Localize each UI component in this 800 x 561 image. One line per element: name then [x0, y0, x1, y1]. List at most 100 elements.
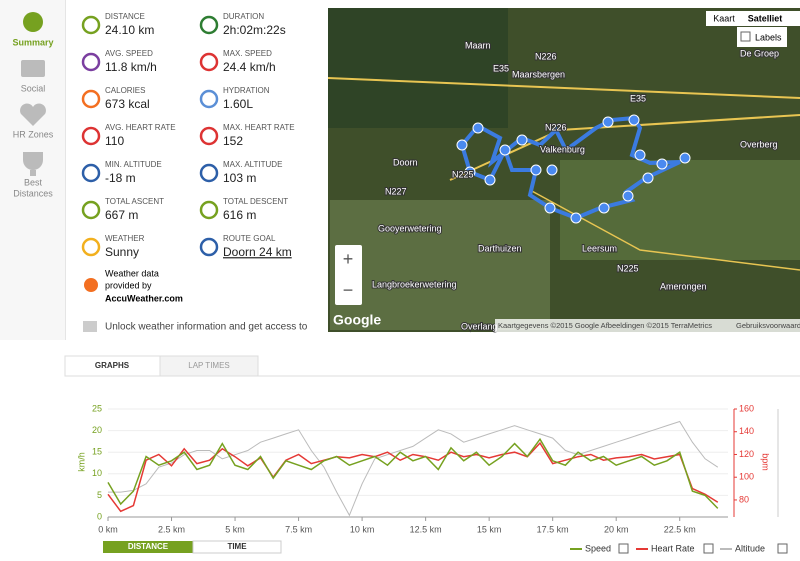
- stat-icon: [81, 89, 101, 109]
- road: [327, 77, 800, 99]
- place-label: Valkenburg: [540, 144, 585, 154]
- stat-value: 2h:02m:22s: [223, 23, 286, 37]
- stat-value[interactable]: Doorn 24 km: [223, 245, 292, 259]
- map-brand: Google: [333, 312, 381, 328]
- place-label: N225: [617, 263, 639, 273]
- y-tick-label: 5: [97, 490, 102, 500]
- map-button[interactable]: [742, 11, 800, 26]
- nav-hr-zones[interactable]: HR Zones: [13, 103, 54, 140]
- nav-best-distances[interactable]: Best Distances: [13, 152, 53, 198]
- stat-label: MIN. ALTITUDE: [105, 160, 162, 169]
- stat-value: 1.60L: [223, 97, 253, 111]
- y2-tick-label: 120: [739, 449, 754, 459]
- y2-tick-label: 80: [739, 494, 749, 504]
- x-tick-label: 22.5 km: [664, 524, 696, 534]
- sidebar-border: [65, 0, 66, 340]
- place-label: N225: [452, 169, 474, 179]
- y2-tick-label: 140: [739, 426, 754, 436]
- checkbox[interactable]: [740, 31, 751, 42]
- zoom-in[interactable]: +: [343, 249, 354, 269]
- legend-checkbox[interactable]: [618, 543, 629, 554]
- map-button-label: Kaart: [713, 13, 735, 23]
- weather-note: Weather data: [105, 268, 159, 278]
- nav-summary[interactable]: Summary: [12, 12, 54, 47]
- unlock-text[interactable]: Unlock weather information and get acces…: [105, 322, 308, 333]
- stat-label: CALORIES: [105, 86, 145, 95]
- weather-note: provided by: [105, 280, 152, 290]
- attribution-bar: [495, 319, 800, 332]
- stat-value: Sunny: [105, 245, 139, 259]
- stat-icon: [81, 15, 101, 35]
- legend-label: Altitude: [735, 543, 765, 553]
- stat-icon: [199, 15, 219, 35]
- terms[interactable]: Gebruiksvoorwaarden: [736, 321, 800, 330]
- place-label: Maarsbergen: [512, 69, 565, 79]
- toggle-active[interactable]: [103, 541, 193, 553]
- legend: Speed Heart Rate Altitude: [570, 543, 788, 554]
- stat-value: -18 m: [105, 171, 136, 185]
- nav-icon: [23, 12, 43, 32]
- map-button[interactable]: [706, 11, 742, 26]
- nav-label: Social: [21, 83, 46, 93]
- toggle-label: DISTANCE: [128, 542, 169, 551]
- series-line: [107, 441, 719, 513]
- place-label: Langbroekerwetering: [372, 279, 457, 289]
- place-label: Overberg: [740, 139, 778, 149]
- nav-icon: [23, 152, 43, 176]
- legend-checkbox[interactable]: [777, 543, 788, 554]
- stat-icon: [199, 163, 219, 183]
- x-tick-label: 5 km: [225, 524, 245, 534]
- chart: 0 5 10 15 20 25 80 100 120 140 160 0 km 2.5 km 5 km 7.…: [76, 403, 779, 534]
- place-label: Darthuizen: [478, 243, 522, 253]
- unlock-icon: [83, 321, 97, 332]
- stat-icon: [81, 163, 101, 183]
- stat-value: 110: [105, 134, 124, 148]
- toggle[interactable]: [192, 540, 282, 554]
- stat-icon: [81, 52, 101, 72]
- stat-icon: [81, 237, 101, 257]
- nav-label: Distances: [13, 188, 53, 198]
- stat-label: DISTANCE: [105, 12, 145, 21]
- x-tick-label: 2.5 km: [158, 524, 185, 534]
- y-tick-label: 25: [92, 403, 102, 413]
- forest: [328, 8, 508, 128]
- place-label: N226: [535, 51, 557, 61]
- labels-toggle-text: Labels: [755, 32, 782, 42]
- road: [449, 114, 800, 181]
- stat-label: MAX. SPEED: [223, 49, 272, 58]
- stat-value: 616 m: [223, 208, 256, 222]
- nav-social[interactable]: Social: [21, 60, 46, 93]
- legend-checkbox[interactable]: [703, 543, 714, 554]
- place-label: Maarn: [465, 40, 491, 50]
- stat-label: MAX. ALTITUDE: [223, 160, 282, 169]
- series-line: [107, 437, 719, 509]
- y2-tick-label: 160: [739, 403, 754, 413]
- place-label: De Groep: [740, 48, 779, 58]
- stat-value: 103 m: [223, 171, 256, 185]
- zoom-out[interactable]: −: [343, 280, 354, 300]
- stat-label: MAX. HEART RATE: [223, 123, 295, 132]
- zoom-control: [335, 245, 362, 305]
- stat-label: ROUTE GOAL: [223, 234, 276, 243]
- place-label: Overlang: [461, 321, 498, 331]
- stat-icon: [81, 126, 101, 146]
- nav-label: Best: [24, 177, 43, 187]
- place-label: E35: [630, 93, 646, 103]
- nav-icon: [20, 103, 46, 126]
- y2-tick-label: 100: [739, 472, 754, 482]
- stat-label: TOTAL DESCENT: [223, 197, 288, 206]
- legend-label: Heart Rate: [651, 543, 695, 553]
- x-tick-label: 12.5 km: [410, 524, 442, 534]
- series-line: [108, 420, 719, 517]
- stat-icon: [199, 52, 219, 72]
- tab-label: LAP TIMES: [188, 361, 230, 370]
- stat-label: DURATION: [223, 12, 264, 21]
- place-label: Leersum: [582, 243, 617, 253]
- attribution: Kaartgegevens ©2015 Google Afbeeldingen …: [498, 321, 712, 330]
- stat-value: 673 kcal: [105, 97, 150, 111]
- stat-value: 667 m: [105, 208, 138, 222]
- road: [529, 189, 800, 271]
